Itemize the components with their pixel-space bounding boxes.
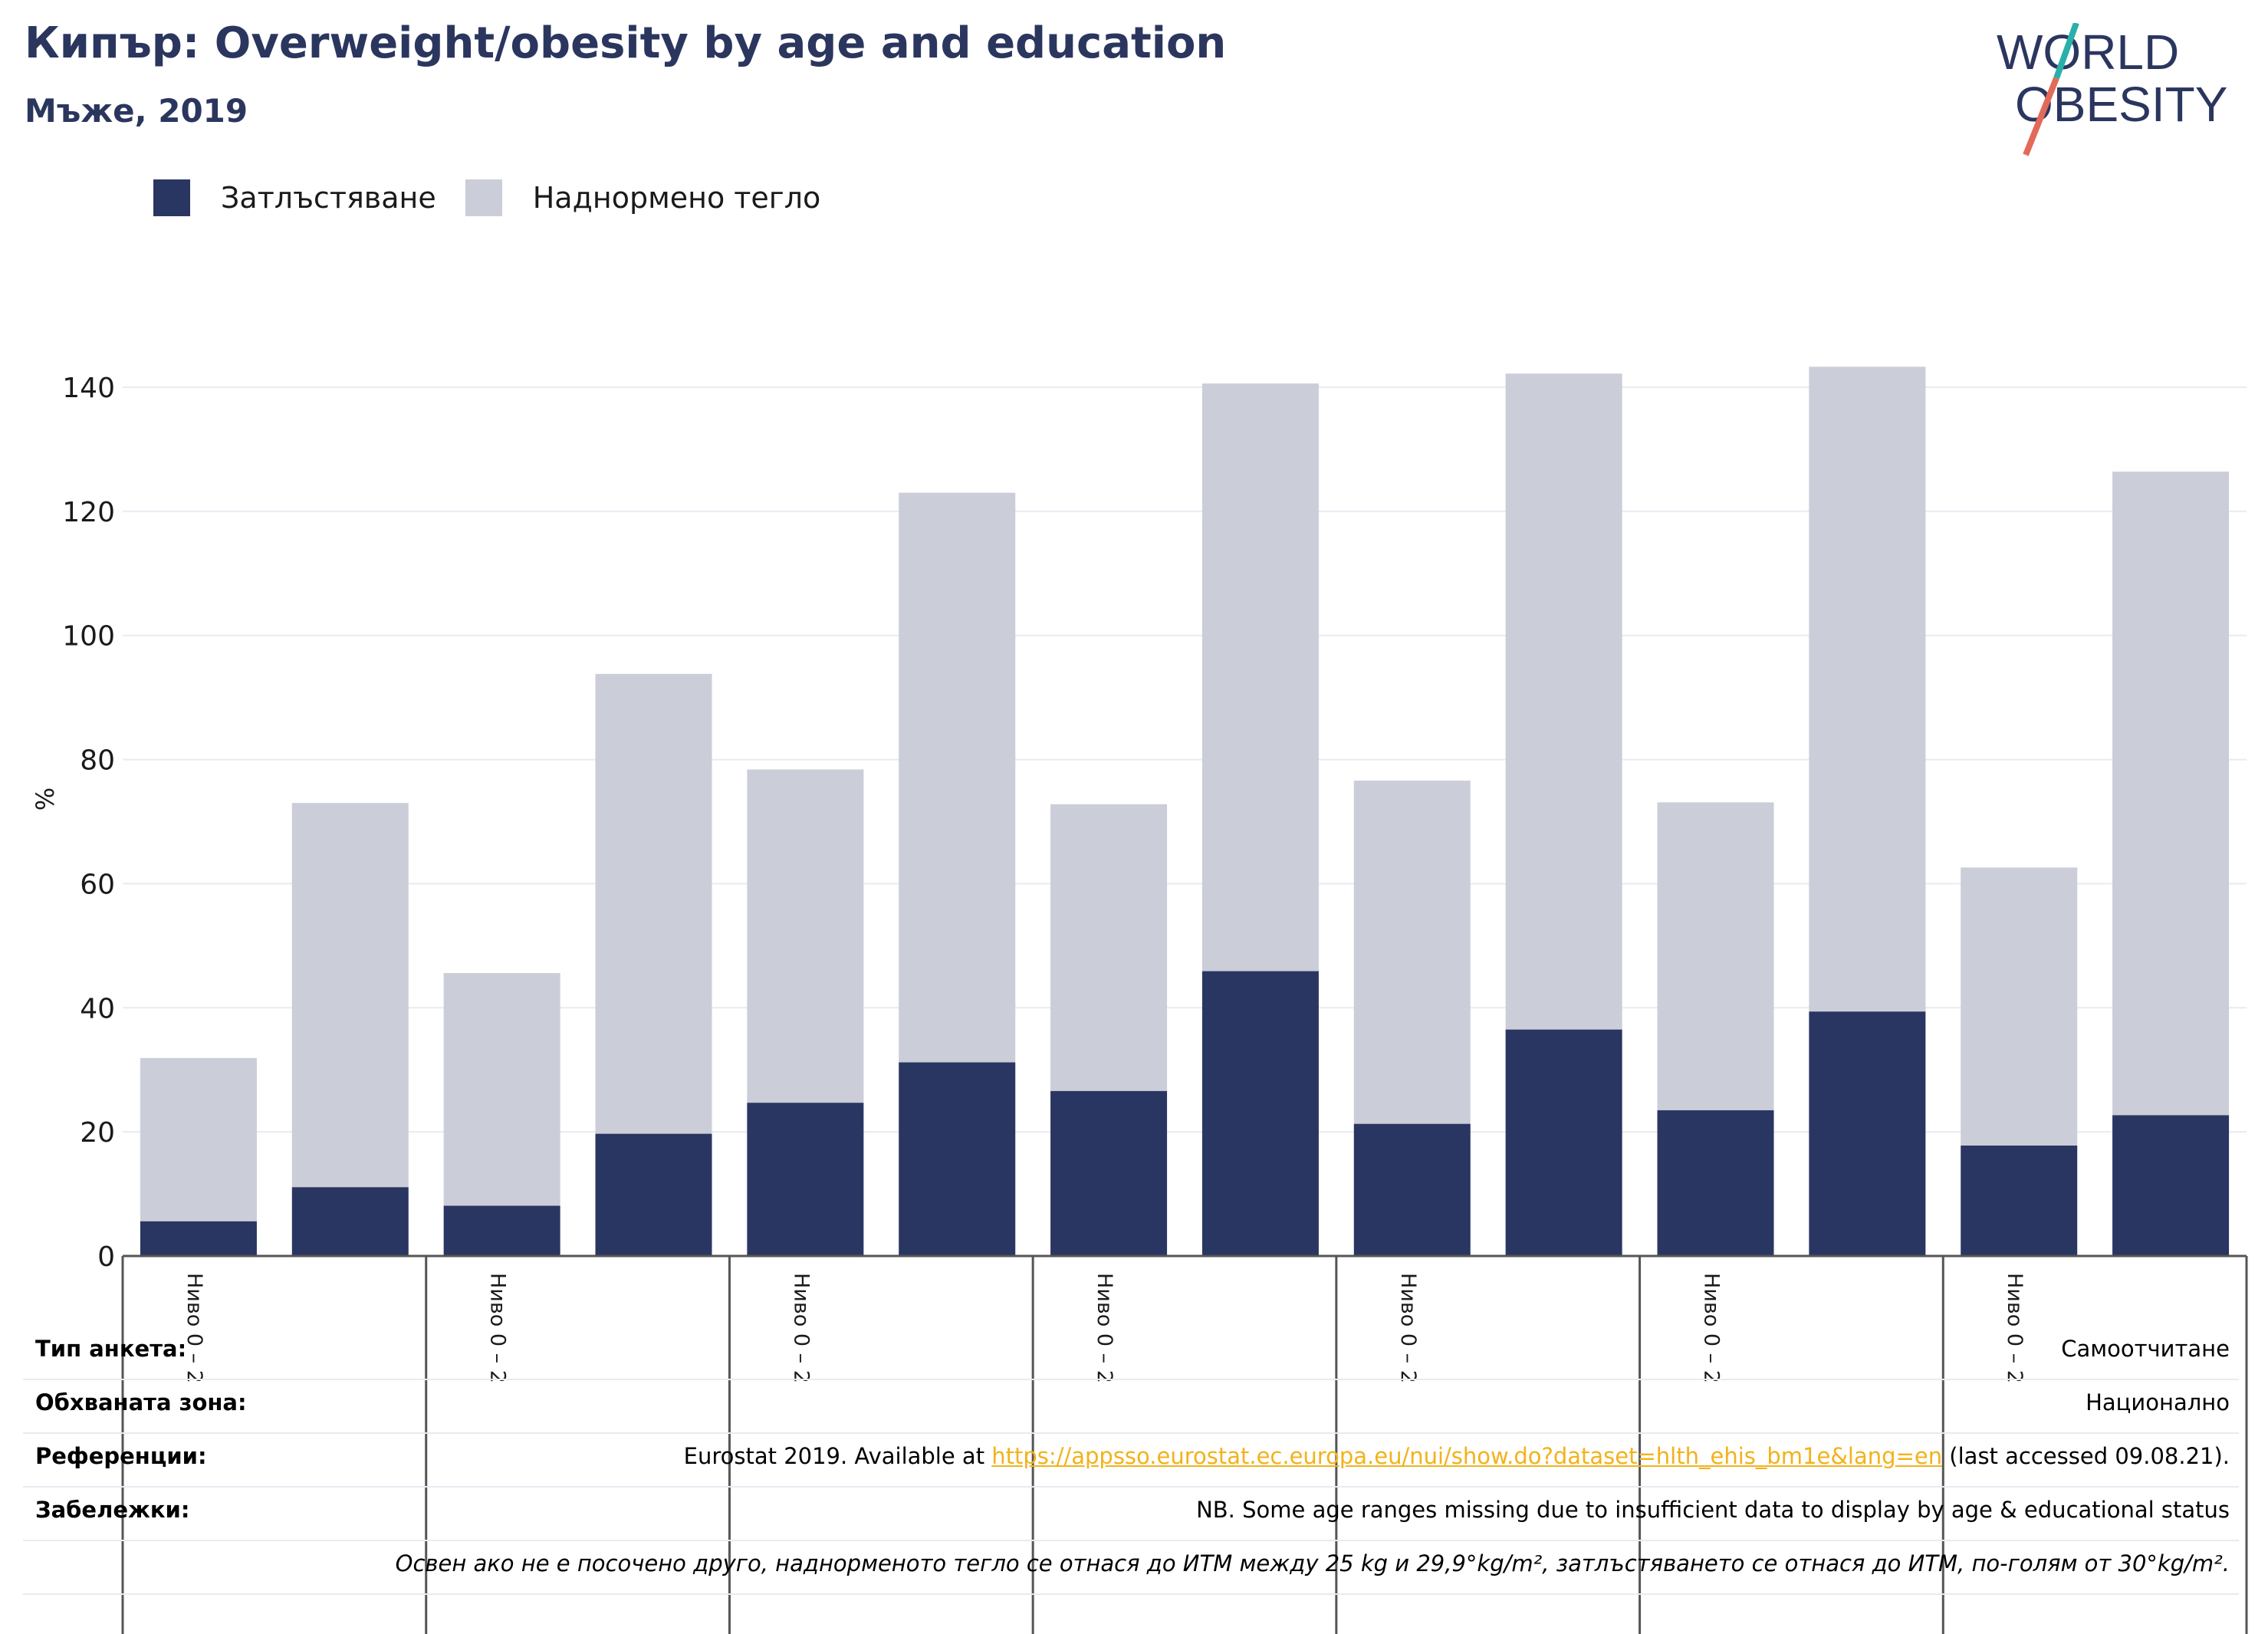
y-tick-label: 40	[80, 993, 115, 1024]
legend-item-obesity[interactable]: Затлъстяване	[153, 179, 436, 216]
bar-overweight	[1050, 804, 1168, 1091]
bar-obesity	[1050, 1090, 1168, 1256]
bar-obesity	[595, 1133, 712, 1256]
y-tick-label: 20	[80, 1117, 115, 1149]
bar-overweight	[595, 673, 712, 1134]
legend-label-obesity: Затлъстяване	[221, 181, 436, 215]
x-tick-label: Ниво 0 – 2	[486, 1273, 510, 1383]
references-link[interactable]: https://appsso.eurostat.ec.europa.eu/nui…	[991, 1443, 1943, 1469]
bar-obesity	[1353, 1123, 1471, 1256]
bar-overweight	[1201, 383, 1319, 972]
legend-swatch-overweight	[465, 179, 502, 216]
chart-title: Кипър: Overweight/obesity by age and edu…	[25, 18, 1227, 68]
bar-overweight	[2112, 472, 2230, 1116]
bar-obesity	[291, 1187, 409, 1256]
legend-swatch-obesity	[153, 179, 190, 216]
bar-obesity	[443, 1205, 560, 1256]
x-tick-label: Ниво 0 – 2	[1093, 1273, 1116, 1383]
bar-overweight	[899, 492, 1016, 1063]
logo-line1: WORLD	[1997, 25, 2179, 80]
x-tick-label: Ниво 0 – 2	[2003, 1273, 2026, 1383]
bar-obesity	[1657, 1110, 1774, 1256]
y-tick-label: 140	[62, 373, 115, 404]
y-tick-label: 100	[62, 621, 115, 653]
bar-obesity	[747, 1103, 864, 1256]
x-tick-label: Ниво 0 – 2	[789, 1273, 813, 1383]
legend-item-overweight[interactable]: Наднормено тегло	[465, 179, 821, 216]
bar-overweight	[291, 803, 409, 1188]
bar-obesity	[140, 1221, 257, 1256]
chart-subtitle: Мъже, 2019	[25, 92, 248, 130]
bar-obesity	[1961, 1145, 2078, 1256]
world-obesity-logo: WORLD OBESITY	[1997, 23, 2227, 156]
bar-overweight	[747, 769, 864, 1103]
bar-overweight	[1353, 781, 1471, 1124]
bar-overweight	[1809, 367, 1926, 1012]
bar-overweight	[1657, 802, 1774, 1110]
y-tick-label: 0	[97, 1241, 115, 1273]
y-tick-label: 60	[80, 869, 115, 900]
bar-overweight	[140, 1057, 257, 1221]
bar-obesity	[1809, 1011, 1926, 1256]
bar-obesity	[2112, 1115, 2230, 1256]
y-tick-label: 120	[62, 497, 115, 528]
x-tick-label: Ниво 0 – 2	[1396, 1273, 1420, 1383]
bar-overweight	[443, 972, 560, 1206]
x-tick-label: Ниво 0 – 2	[182, 1273, 206, 1383]
bar-obesity	[1201, 971, 1319, 1256]
bar-overweight	[1961, 867, 2078, 1146]
y-tick-label: 80	[80, 745, 115, 777]
bar-obesity	[1505, 1029, 1622, 1256]
bar-obesity	[899, 1062, 1016, 1256]
y-axis-label: %	[31, 787, 60, 810]
chart-legend: Затлъстяване Наднормено тегло	[153, 175, 850, 221]
x-tick-label: Ниво 0 – 2	[1700, 1273, 1724, 1383]
legend-label-overweight: Наднормено тегло	[532, 181, 821, 215]
bar-overweight	[1505, 373, 1622, 1030]
